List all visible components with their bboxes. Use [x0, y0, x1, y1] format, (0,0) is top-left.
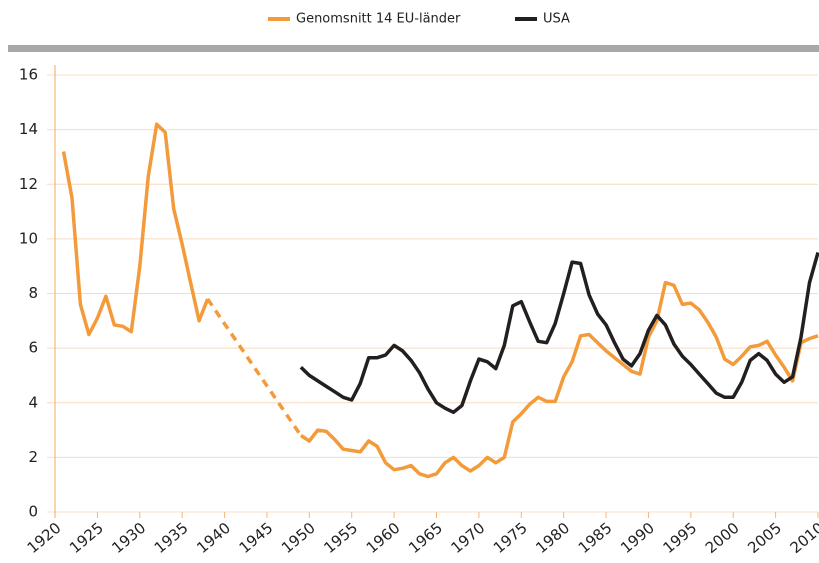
dashed-gap	[206, 297, 303, 437]
header-bar	[8, 45, 819, 52]
x-tick-label: 1965	[405, 519, 446, 557]
x-tick-label: 2005	[744, 519, 785, 557]
x-tick-label: 1950	[278, 519, 319, 557]
y-tick-label: 12	[19, 175, 38, 193]
x-tick-label: 1940	[193, 519, 234, 557]
x-tick-label: 1980	[532, 519, 573, 557]
x-tick-label: 1925	[66, 519, 107, 557]
x-tick-label: 1960	[363, 519, 404, 557]
x-tick-label: 1995	[659, 519, 700, 557]
series-line	[299, 252, 819, 415]
x-tick-label: 2000	[702, 519, 743, 557]
x-tick-label: 1955	[320, 519, 361, 557]
x-tick-label: 1935	[151, 519, 192, 557]
y-tick-label: 0	[28, 503, 38, 521]
x-tick-label: 1970	[448, 519, 489, 557]
y-tick-label: 10	[19, 229, 38, 247]
x-tick-label: 1920	[24, 519, 65, 557]
x-tick-label: 1930	[108, 519, 149, 557]
x-tick-label: 1975	[490, 519, 531, 557]
series-line	[61, 122, 819, 479]
x-tick-label: 2010	[787, 519, 819, 557]
y-tick-label: 8	[28, 284, 38, 302]
x-tick-label: 1945	[236, 519, 277, 557]
y-tick-label: 4	[28, 393, 38, 411]
y-tick-label: 6	[28, 339, 38, 357]
y-tick-label: 14	[19, 120, 38, 138]
legend-label: Genomsnitt 14 EU-länder	[296, 12, 461, 27]
y-tick-label: 16	[19, 66, 38, 84]
x-tick-label: 1990	[617, 519, 658, 557]
legend-label: USA	[543, 12, 570, 27]
y-tick-label: 2	[28, 448, 38, 466]
x-tick-label: 1985	[575, 519, 616, 557]
